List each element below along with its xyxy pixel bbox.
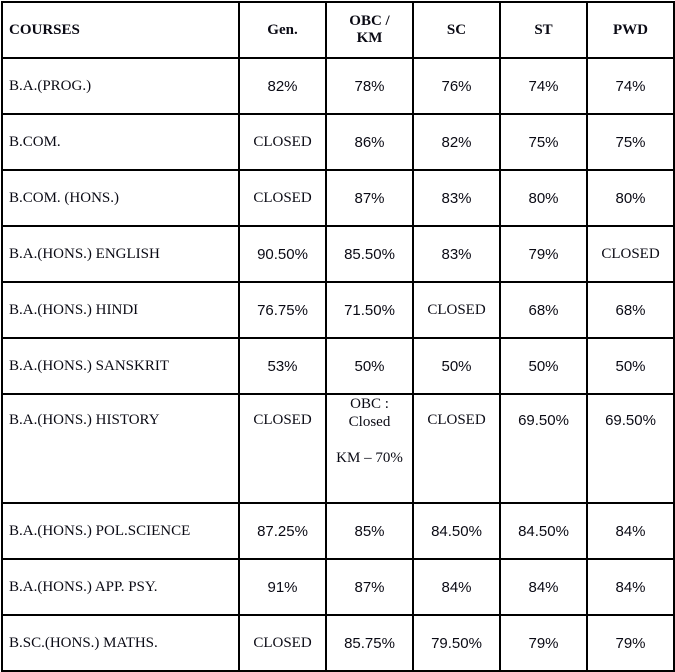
table-row: B.A.(HONS.) HINDI 76.75% 71.50% CLOSED 68% 68… xyxy=(1,281,675,339)
obc-km-line: Closed xyxy=(348,414,391,430)
cutoff-st: 84% xyxy=(499,558,588,616)
cutoff-st: 75% xyxy=(499,113,588,171)
course-name: B.COM. xyxy=(1,113,240,171)
cutoff-sc: 84.50% xyxy=(412,502,501,560)
cutoff-obc-km: 87% xyxy=(325,169,414,227)
course-name: B.SC.(HONS.) MATHS. xyxy=(1,614,240,672)
course-name: B.A.(PROG.) xyxy=(1,57,240,115)
cutoff-gen: 91% xyxy=(238,558,327,616)
cutoff-pwd: 69.50% xyxy=(586,393,675,504)
cutoff-sc: 84% xyxy=(412,558,501,616)
header-km-line: KM xyxy=(356,30,383,46)
cutoff-obc-km: 86% xyxy=(325,113,414,171)
cutoff-gen: CLOSED xyxy=(238,614,327,672)
cutoff-gen: 87.25% xyxy=(238,502,327,560)
cutoff-st: 50% xyxy=(499,337,588,395)
header-obc-line: OBC / xyxy=(349,13,390,29)
cutoff-sc: 79.50% xyxy=(412,614,501,672)
cutoff-obc-km: 87% xyxy=(325,558,414,616)
course-name: B.A.(HONS.) HINDI xyxy=(1,281,240,339)
cutoff-sc: 50% xyxy=(412,337,501,395)
course-name: B.A.(HONS.) HISTORY xyxy=(1,393,240,504)
cutoff-st: 80% xyxy=(499,169,588,227)
header-sc: SC xyxy=(412,1,501,59)
obc-km-line: KM – 70% xyxy=(336,450,403,466)
cutoff-gen: CLOSED xyxy=(238,113,327,171)
cutoff-obc-km: 78% xyxy=(325,57,414,115)
cutoff-gen: 53% xyxy=(238,337,327,395)
table-row: B.A.(HONS.) HISTORY CLOSED OBC : Closed KM –… xyxy=(1,393,675,504)
cutoff-obc-km: OBC : Closed KM – 70% xyxy=(325,393,414,504)
table-row: B.A.(HONS.) APP. PSY. 91% 87% 84% 84% 84% xyxy=(1,558,675,616)
cutoff-st: 68% xyxy=(499,281,588,339)
cutoff-obc-km: 71.50% xyxy=(325,281,414,339)
cutoff-sc: 76% xyxy=(412,57,501,115)
course-name: B.A.(HONS.) POL.SCIENCE xyxy=(1,502,240,560)
cutoff-sc: CLOSED xyxy=(412,281,501,339)
cutoff-pwd: 50% xyxy=(586,337,675,395)
cutoff-pwd: CLOSED xyxy=(586,225,675,283)
cutoff-gen: CLOSED xyxy=(238,169,327,227)
cutoff-st: 84.50% xyxy=(499,502,588,560)
table-row: B.COM. CLOSED 86% 82% 75% 75% xyxy=(1,113,675,171)
header-row: COURSES Gen. OBC / KM SC ST PWD xyxy=(1,1,675,59)
table-row: B.A.(HONS.) ENGLISH 90.50% 85.50% 83% 79% CLO… xyxy=(1,225,675,283)
header-courses: COURSES xyxy=(1,1,240,59)
cutoff-gen: 76.75% xyxy=(238,281,327,339)
cutoff-pwd: 80% xyxy=(586,169,675,227)
table-row: B.COM. (HONS.) CLOSED 87% 83% 80% 80% xyxy=(1,169,675,227)
cutoff-gen: 82% xyxy=(238,57,327,115)
cutoff-st: 79% xyxy=(499,614,588,672)
table-row: B.A.(PROG.) 82% 78% 76% 74% 74% xyxy=(1,57,675,115)
cutoff-obc-km: 50% xyxy=(325,337,414,395)
obc-km-line: OBC : xyxy=(350,396,389,412)
course-name: B.A.(HONS.) ENGLISH xyxy=(1,225,240,283)
header-pwd: PWD xyxy=(586,1,675,59)
cutoff-pwd: 75% xyxy=(586,113,675,171)
cutoff-gen: CLOSED xyxy=(238,393,327,504)
table-row: B.A.(HONS.) SANSKRIT 53% 50% 50% 50% 50% xyxy=(1,337,675,395)
cutoff-sc: 82% xyxy=(412,113,501,171)
cutoff-gen: 90.50% xyxy=(238,225,327,283)
course-name: B.COM. (HONS.) xyxy=(1,169,240,227)
course-name: B.A.(HONS.) APP. PSY. xyxy=(1,558,240,616)
header-obc-km: OBC / KM xyxy=(325,1,414,59)
table-row: B.SC.(HONS.) MATHS. CLOSED 85.75% 79.50% 79%… xyxy=(1,614,675,672)
cutoff-pwd: 74% xyxy=(586,57,675,115)
cutoff-obc-km: 85.75% xyxy=(325,614,414,672)
table-row: B.A.(HONS.) POL.SCIENCE 87.25% 85% 84.50% 84… xyxy=(1,502,675,560)
header-st: ST xyxy=(499,1,588,59)
cutoff-st: 69.50% xyxy=(499,393,588,504)
cutoff-sc: CLOSED xyxy=(412,393,501,504)
header-gen: Gen. xyxy=(238,1,327,59)
cutoff-obc-km: 85.50% xyxy=(325,225,414,283)
cutoff-obc-km: 85% xyxy=(325,502,414,560)
cutoff-st: 79% xyxy=(499,225,588,283)
cutoff-pwd: 84% xyxy=(586,558,675,616)
course-name: B.A.(HONS.) SANSKRIT xyxy=(1,337,240,395)
cutoff-pwd: 84% xyxy=(586,502,675,560)
cutoff-st: 74% xyxy=(499,57,588,115)
cutoff-sc: 83% xyxy=(412,169,501,227)
cutoff-pwd: 68% xyxy=(586,281,675,339)
cutoff-sc: 83% xyxy=(412,225,501,283)
cutoff-pwd: 79% xyxy=(586,614,675,672)
